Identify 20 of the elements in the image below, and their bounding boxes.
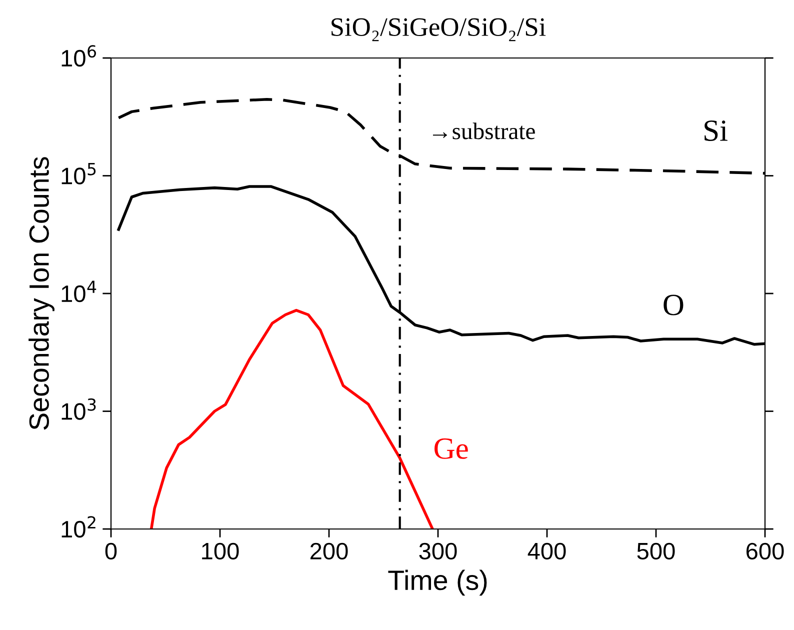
x-tick-label: 200 (310, 542, 348, 560)
x-tick-label: 400 (528, 542, 566, 560)
y-tick-label: 10$^{3}$ (62, 398, 96, 420)
y-tick-label: 10$^{6}$ (62, 45, 96, 67)
line-series (150, 308, 434, 529)
x-axis-title: Time (s) (388, 570, 487, 596)
y-axis-title: Secondary Ion Counts (28, 157, 54, 430)
series-label: Si (704, 120, 728, 142)
series-label: Ge (434, 438, 468, 459)
y-tick-label: 10$^{5}$ (62, 163, 96, 184)
x-tick-label: 0 (105, 542, 117, 560)
series-label: O (664, 294, 684, 316)
y-tick-label: 10$^{2}$ (62, 516, 96, 538)
x-tick-label: 600 (746, 542, 784, 560)
x-tick-label: 500 (637, 542, 675, 560)
annotation: →substrate (433, 122, 535, 140)
chart-title: SiO₂/SiGeO/SiO₂/Si (332, 18, 546, 42)
x-tick-label: 300 (419, 542, 457, 560)
x-tick-label: 100 (202, 542, 239, 560)
y-tick-label: 10$^{4}$ (62, 280, 96, 302)
